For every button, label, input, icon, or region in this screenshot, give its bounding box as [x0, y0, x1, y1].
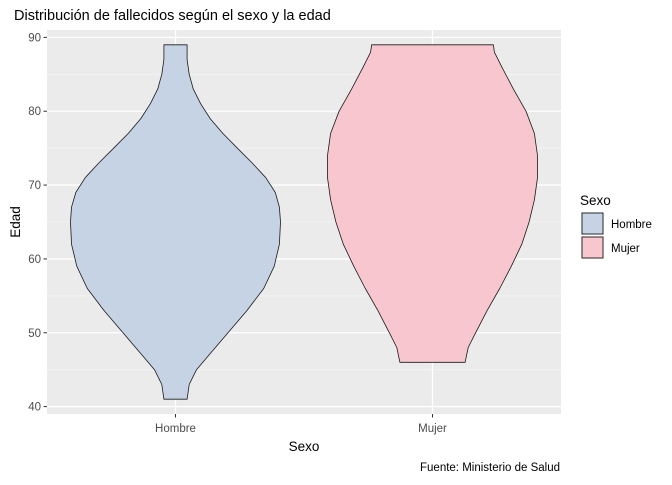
x-axis-title: Sexo [289, 439, 320, 454]
legend-title: Sexo [580, 193, 611, 208]
violins [70, 44, 538, 400]
legend: Sexo Hombre Mujer [580, 193, 652, 259]
legend-items: Hombre Mujer [581, 212, 652, 259]
legend-key-hombre [581, 212, 604, 235]
y-tick-label: 40 [28, 402, 41, 414]
x-tick-label: Mujer [418, 423, 447, 435]
legend-label: Hombre [611, 219, 652, 231]
violin-hombre [70, 44, 281, 400]
legend-key-mujer [581, 236, 604, 259]
y-tick-label: 70 [28, 180, 41, 192]
y-tick-label: 80 [28, 106, 41, 118]
x-tick-label: Hombre [155, 423, 196, 435]
violin-mujer [327, 44, 538, 363]
axes: 40 50 60 70 80 90 Hombre Mujer [28, 32, 447, 435]
y-tick-label: 90 [28, 32, 41, 44]
chart-title: Distribución de fallecidos según el sexo… [14, 8, 331, 24]
chart-caption: Fuente: Ministerio de Salud [420, 462, 560, 474]
y-tick-label: 50 [28, 328, 41, 340]
y-axis-title: Edad [8, 206, 23, 238]
y-tick-label: 60 [28, 254, 41, 266]
legend-label: Mujer [611, 243, 640, 255]
